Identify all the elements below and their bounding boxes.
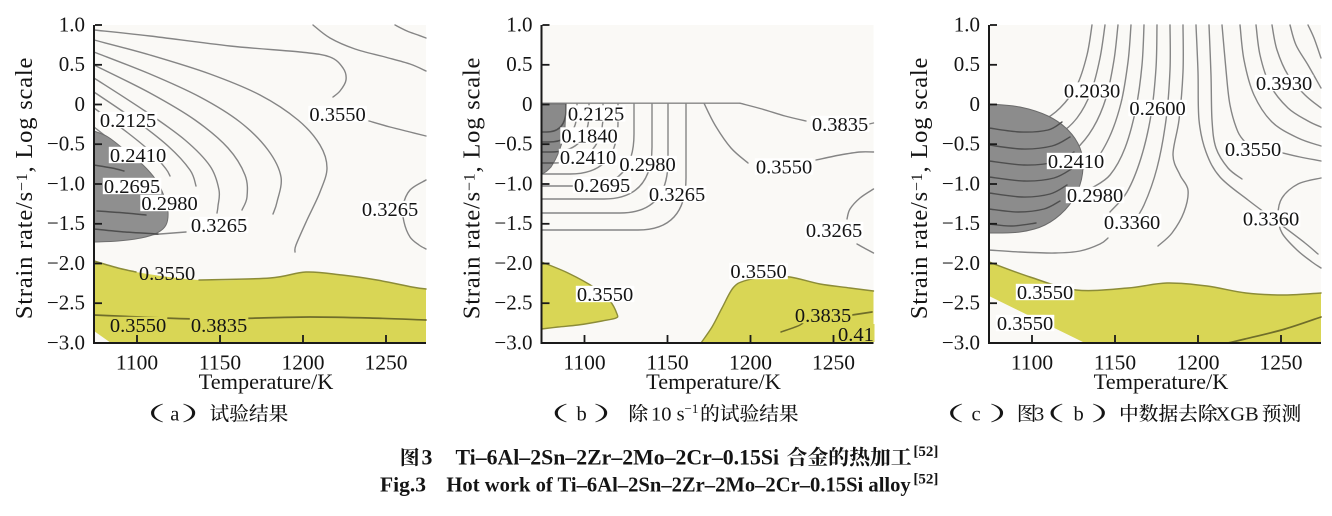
svg-text:0.2695: 0.2695	[574, 175, 630, 197]
svg-text:Temperature/K: Temperature/K	[646, 369, 781, 394]
svg-text:0.2980: 0.2980	[1067, 185, 1123, 207]
svg-text:0.3550: 0.3550	[139, 263, 195, 285]
svg-text:Temperature/K: Temperature/K	[1094, 369, 1229, 394]
svg-text:0.3265: 0.3265	[649, 184, 705, 206]
svg-text:0.3930: 0.3930	[1256, 73, 1312, 95]
svg-text:Hot work of Ti–6Al–2Sn–2Zr–2Mo: Hot work of Ti–6Al–2Sn–2Zr–2Mo–2Cr–0.15S…	[446, 475, 911, 497]
svg-text:Fig.3: Fig.3	[380, 473, 426, 497]
svg-text:Strain rate/s−1, Log scale: Strain rate/s−1, Log scale	[11, 57, 38, 319]
svg-text:0.3550: 0.3550	[577, 284, 633, 306]
svg-text:0.3550: 0.3550	[756, 156, 812, 178]
svg-text:0.3360: 0.3360	[1243, 208, 1299, 230]
svg-text:0.1840: 0.1840	[561, 125, 617, 147]
svg-text:−2.5: −2.5	[942, 291, 980, 315]
svg-text:0.2030: 0.2030	[1064, 80, 1120, 102]
svg-text:0.3550: 0.3550	[1225, 139, 1281, 161]
svg-text:−1.0: −1.0	[942, 171, 980, 195]
svg-text:0: 0	[75, 92, 86, 116]
svg-text:−1.5: −1.5	[494, 211, 532, 235]
svg-text:−1.5: −1.5	[942, 211, 980, 235]
svg-text:1100: 1100	[116, 351, 158, 375]
svg-text:0.2980: 0.2980	[141, 193, 197, 215]
svg-text:1250: 1250	[365, 351, 408, 375]
svg-text:−2.5: −2.5	[47, 291, 85, 315]
svg-text:−3.0: −3.0	[47, 330, 85, 354]
svg-text:−2.5: −2.5	[494, 291, 532, 315]
svg-text:0.3835: 0.3835	[795, 305, 851, 327]
svg-text:−2.0: −2.0	[942, 251, 980, 275]
svg-text:0.3550: 0.3550	[309, 104, 365, 126]
svg-text:0.3265: 0.3265	[362, 199, 418, 221]
svg-text:Strain rate/s−1, Log scale: Strain rate/s−1, Log scale	[906, 57, 933, 319]
svg-text:0: 0	[970, 92, 981, 116]
svg-text:1150: 1150	[646, 351, 688, 375]
svg-text:0.2600: 0.2600	[1129, 98, 1185, 120]
svg-text:0.41: 0.41	[838, 324, 874, 346]
svg-text:10 s: 10 s	[651, 404, 685, 426]
svg-text:−0.5: −0.5	[494, 132, 532, 156]
svg-text:0.3835: 0.3835	[812, 114, 868, 136]
svg-text:3: 3	[1034, 404, 1044, 426]
svg-text:−2.0: −2.0	[47, 251, 85, 275]
svg-text:[52]: [52]	[913, 444, 938, 460]
svg-text:0.2695: 0.2695	[104, 176, 160, 198]
svg-text:0.2410: 0.2410	[1048, 151, 1104, 173]
svg-text:−1.5: −1.5	[47, 211, 85, 235]
svg-text:1150: 1150	[199, 351, 241, 375]
svg-text:Temperature/K: Temperature/K	[199, 369, 334, 394]
svg-text:0.2125: 0.2125	[568, 103, 624, 125]
svg-text:Strain rate/s−1, Log scale: Strain rate/s−1, Log scale	[459, 57, 486, 319]
svg-text:0.3360: 0.3360	[1104, 212, 1160, 234]
svg-text:0.5: 0.5	[954, 52, 980, 76]
svg-text:c: c	[972, 404, 981, 426]
svg-text:1.0: 1.0	[506, 12, 532, 36]
svg-text:1200: 1200	[282, 351, 325, 375]
svg-text:0.3550: 0.3550	[997, 313, 1053, 335]
svg-text:−3.0: −3.0	[494, 330, 532, 354]
svg-text:−1: −1	[685, 401, 699, 416]
svg-text:0.2410: 0.2410	[560, 147, 616, 169]
svg-text:−0.5: −0.5	[47, 132, 85, 156]
svg-text:0.3550: 0.3550	[1017, 282, 1073, 304]
svg-text:0.3550: 0.3550	[730, 261, 786, 283]
svg-text:1.0: 1.0	[59, 12, 85, 36]
svg-text:b: b	[577, 404, 587, 426]
svg-text:0.5: 0.5	[59, 52, 85, 76]
svg-text:0.2410: 0.2410	[110, 145, 166, 167]
svg-text:0.3265: 0.3265	[806, 220, 862, 242]
svg-text:1100: 1100	[563, 351, 605, 375]
svg-text:−3.0: −3.0	[942, 330, 980, 354]
svg-text:1.0: 1.0	[954, 12, 980, 36]
svg-text:1150: 1150	[1094, 351, 1136, 375]
svg-text:1100: 1100	[1011, 351, 1053, 375]
svg-text:1250: 1250	[812, 351, 855, 375]
svg-text:a: a	[170, 404, 179, 426]
svg-text:Ti–6Al–2Sn–2Zr–2Mo–2Cr–0.15Si: Ti–6Al–2Sn–2Zr–2Mo–2Cr–0.15Si	[456, 446, 780, 470]
svg-text:3: 3	[422, 446, 433, 470]
svg-text:1250: 1250	[1260, 351, 1303, 375]
svg-text:0.3835: 0.3835	[191, 315, 247, 337]
svg-text:0.5: 0.5	[506, 52, 532, 76]
svg-text:1200: 1200	[729, 351, 772, 375]
svg-text:−1.0: −1.0	[47, 171, 85, 195]
svg-text:−2.0: −2.0	[494, 251, 532, 275]
svg-text:−1.0: −1.0	[494, 171, 532, 195]
svg-text:0.3265: 0.3265	[191, 215, 247, 237]
svg-text:[52]: [52]	[913, 472, 938, 488]
svg-text:b: b	[1074, 404, 1084, 426]
svg-text:0.2980: 0.2980	[619, 154, 675, 176]
svg-text:0.3550: 0.3550	[110, 315, 166, 337]
svg-text:−0.5: −0.5	[942, 132, 980, 156]
svg-text:0: 0	[522, 92, 533, 116]
svg-text:XGB: XGB	[1215, 404, 1258, 426]
svg-text:1200: 1200	[1177, 351, 1220, 375]
svg-text:0.2125: 0.2125	[100, 110, 156, 132]
